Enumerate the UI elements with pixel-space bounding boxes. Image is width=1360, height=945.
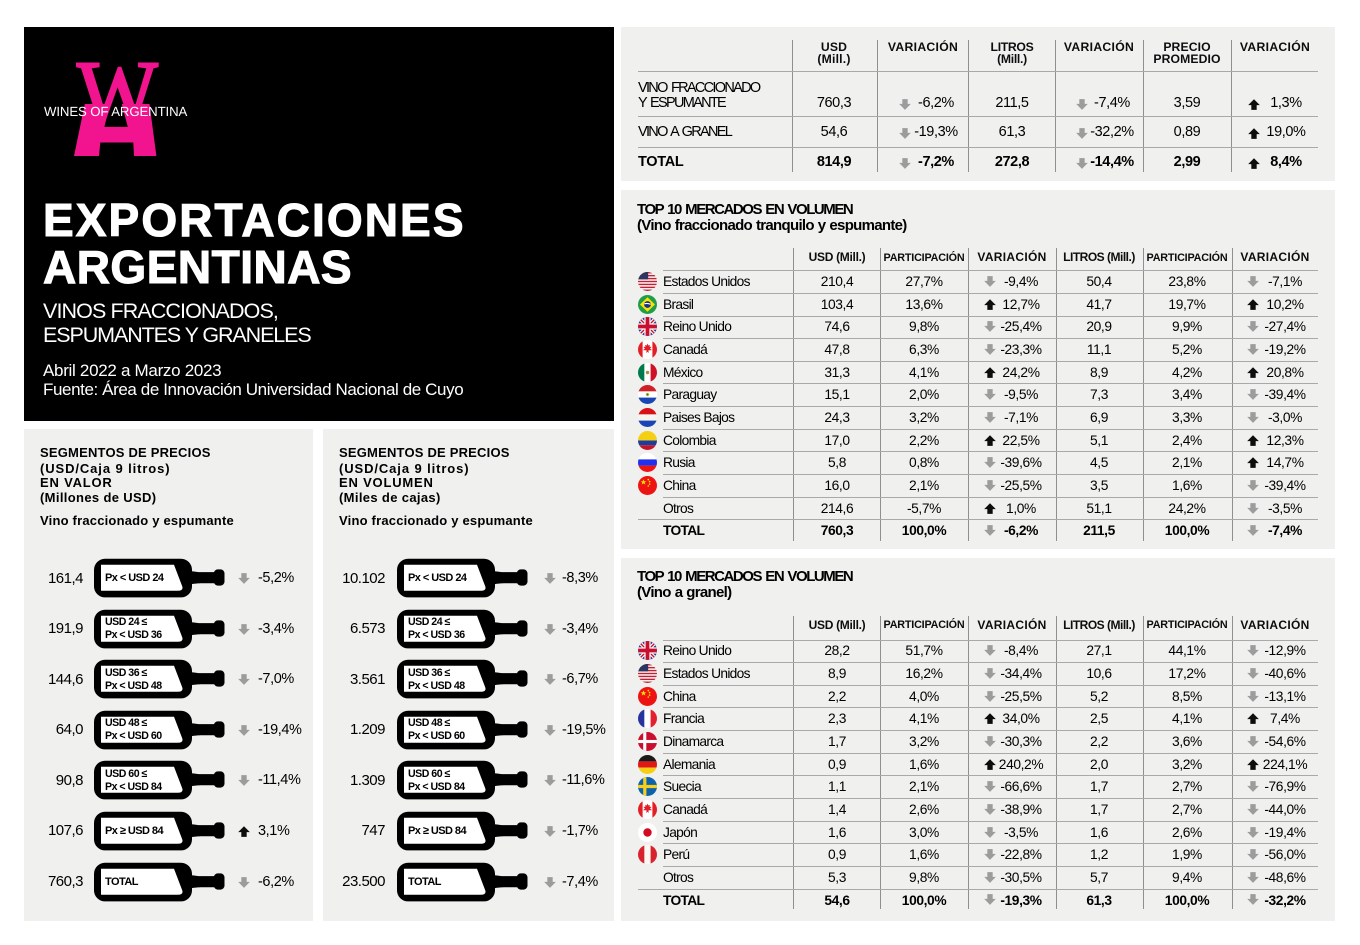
svg-text:WINES OF ARGENTINA: WINES OF ARGENTINA — [44, 104, 188, 119]
